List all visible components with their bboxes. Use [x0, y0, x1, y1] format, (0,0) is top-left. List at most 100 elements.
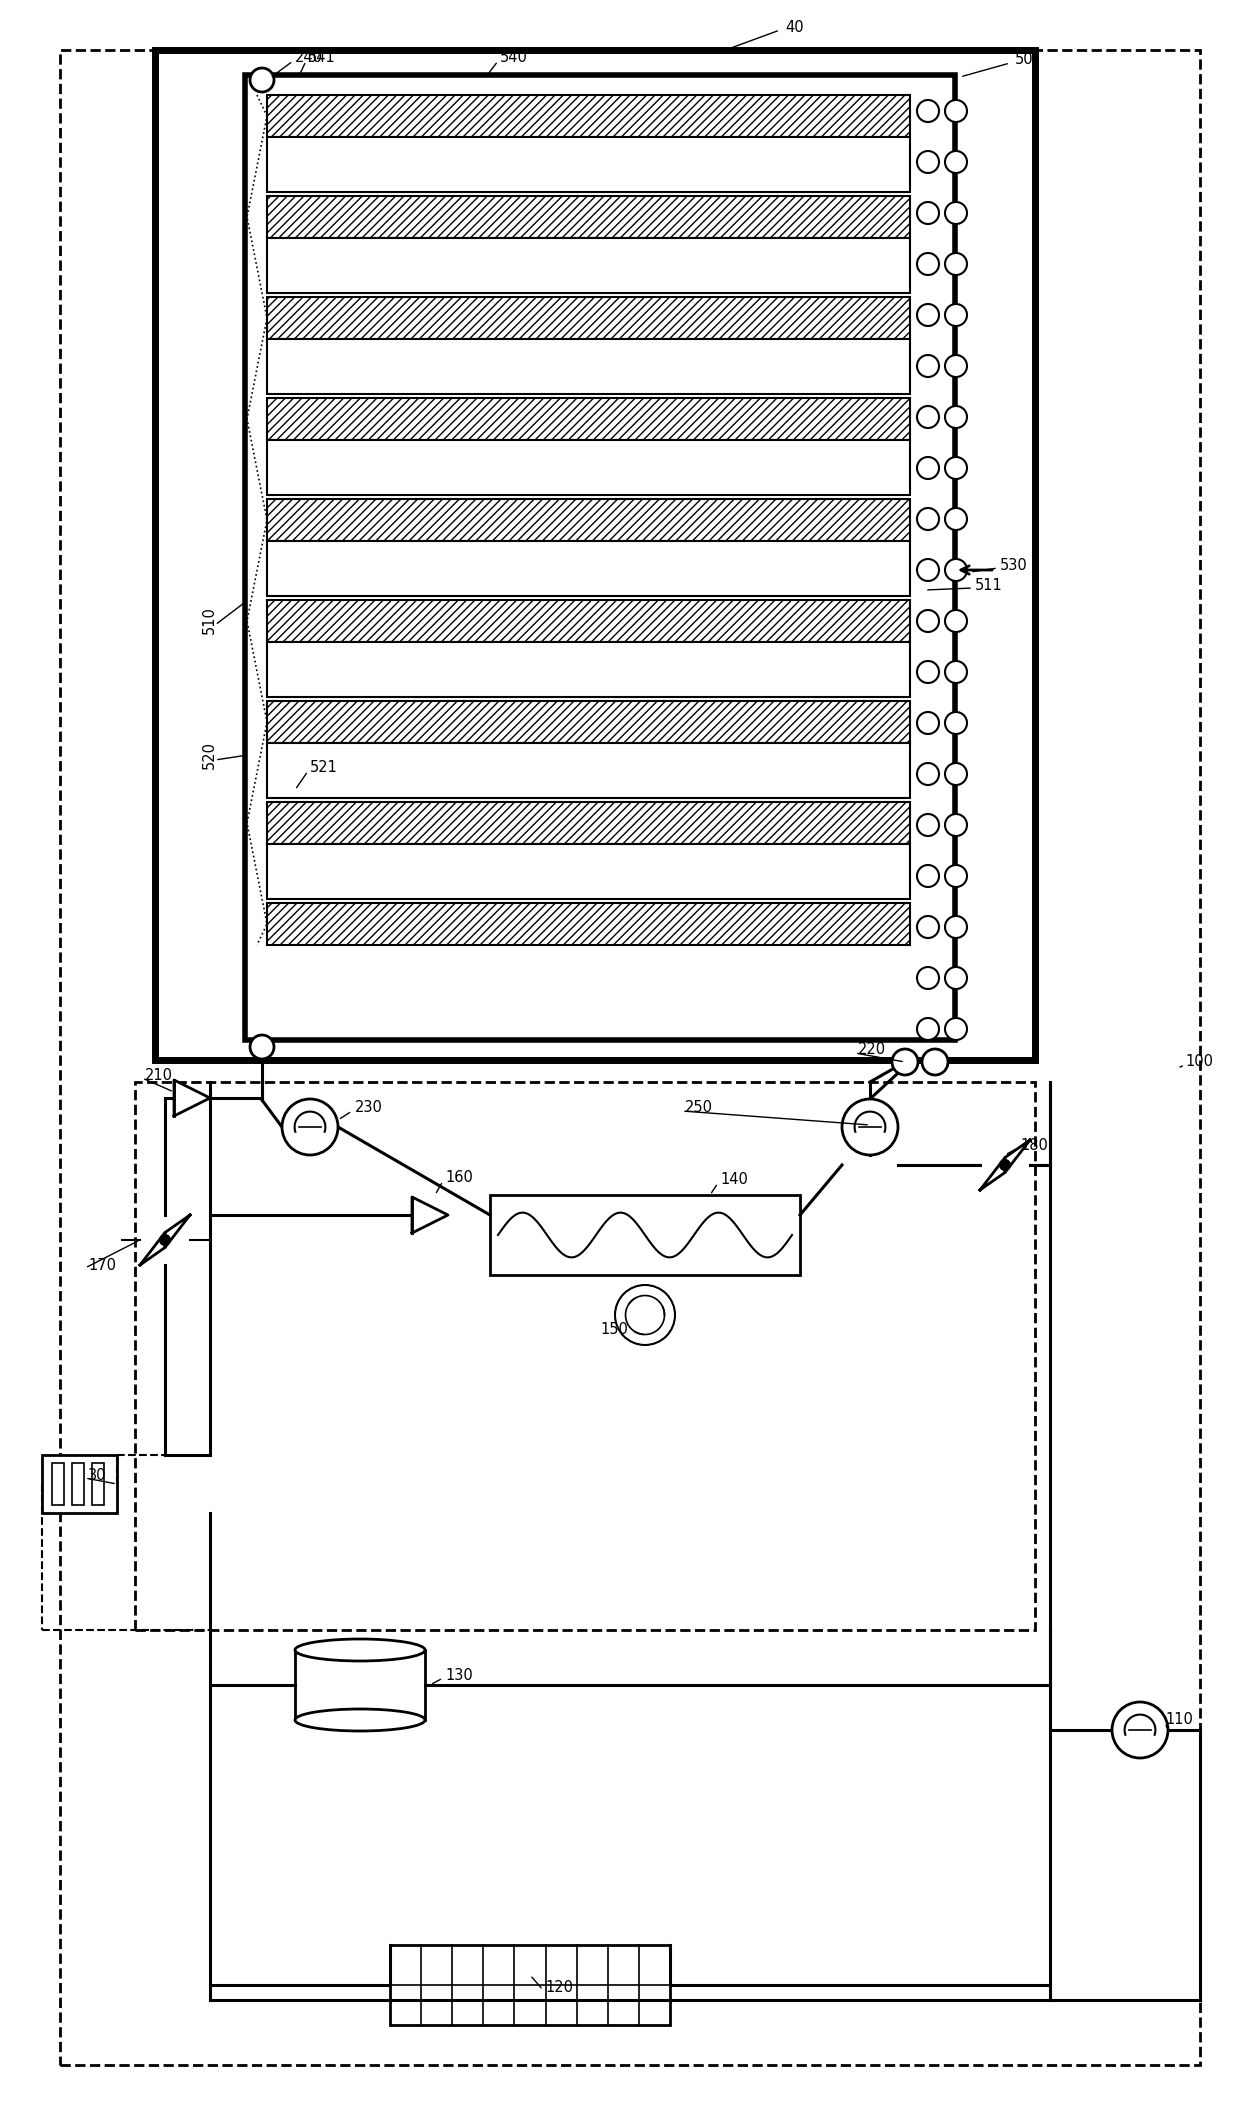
- Circle shape: [918, 559, 939, 580]
- Bar: [267, 439, 910, 494]
- Circle shape: [945, 916, 967, 937]
- Circle shape: [945, 305, 967, 326]
- Text: 520: 520: [202, 742, 217, 769]
- Bar: [267, 599, 910, 641]
- Bar: [135, 1083, 1035, 1629]
- Bar: [155, 50, 1035, 1059]
- Bar: [52, 1463, 64, 1505]
- Ellipse shape: [295, 1640, 425, 1661]
- Circle shape: [918, 866, 939, 887]
- Bar: [92, 1463, 104, 1505]
- Circle shape: [945, 355, 967, 376]
- Circle shape: [160, 1236, 170, 1244]
- Text: 510: 510: [202, 605, 217, 635]
- Circle shape: [918, 610, 939, 633]
- Bar: [267, 803, 910, 845]
- Circle shape: [918, 252, 939, 275]
- Circle shape: [945, 610, 967, 633]
- Bar: [267, 296, 910, 338]
- Bar: [267, 742, 910, 799]
- Text: 530: 530: [999, 557, 1028, 572]
- Circle shape: [945, 456, 967, 479]
- Bar: [391, 1944, 670, 2024]
- Bar: [267, 498, 910, 540]
- Text: 120: 120: [546, 1980, 573, 1995]
- Bar: [267, 904, 910, 946]
- Text: 40: 40: [785, 21, 804, 36]
- Circle shape: [945, 763, 967, 784]
- Circle shape: [945, 509, 967, 530]
- Polygon shape: [165, 1215, 190, 1246]
- Circle shape: [918, 1017, 939, 1040]
- Text: 511: 511: [975, 578, 1003, 593]
- Circle shape: [918, 763, 939, 784]
- Bar: [267, 540, 910, 597]
- Circle shape: [945, 252, 967, 275]
- Bar: [42, 1455, 117, 1513]
- Bar: [72, 1463, 84, 1505]
- Bar: [267, 238, 910, 292]
- Polygon shape: [1004, 1139, 1030, 1173]
- Text: 521: 521: [310, 761, 337, 776]
- Circle shape: [281, 1099, 339, 1154]
- Circle shape: [945, 101, 967, 122]
- Circle shape: [1112, 1703, 1168, 1757]
- Bar: [267, 137, 910, 191]
- Circle shape: [250, 67, 274, 92]
- Text: 240: 240: [295, 50, 322, 65]
- Text: 230: 230: [355, 1101, 383, 1116]
- Circle shape: [945, 1017, 967, 1040]
- Ellipse shape: [295, 1709, 425, 1732]
- Bar: [267, 641, 910, 698]
- Circle shape: [892, 1049, 918, 1074]
- Bar: [490, 1196, 800, 1276]
- Bar: [267, 700, 910, 742]
- Text: 140: 140: [720, 1173, 748, 1188]
- Polygon shape: [980, 1158, 1004, 1190]
- Polygon shape: [140, 1232, 165, 1265]
- Polygon shape: [412, 1196, 448, 1234]
- Text: 100: 100: [1185, 1055, 1213, 1070]
- Circle shape: [945, 559, 967, 580]
- Text: 130: 130: [445, 1667, 472, 1682]
- Circle shape: [918, 713, 939, 734]
- Circle shape: [918, 355, 939, 376]
- Text: 150: 150: [600, 1322, 627, 1337]
- Bar: [267, 845, 910, 900]
- Circle shape: [918, 151, 939, 172]
- Text: 30: 30: [88, 1467, 107, 1482]
- Bar: [267, 338, 910, 393]
- Circle shape: [945, 866, 967, 887]
- Circle shape: [918, 202, 939, 225]
- Bar: [295, 1650, 425, 1719]
- Circle shape: [945, 151, 967, 172]
- Circle shape: [918, 101, 939, 122]
- Text: 50: 50: [1016, 53, 1034, 67]
- Circle shape: [923, 1049, 949, 1074]
- Circle shape: [945, 813, 967, 837]
- Circle shape: [918, 406, 939, 429]
- Circle shape: [999, 1160, 1011, 1171]
- Text: 110: 110: [1166, 1713, 1193, 1728]
- Bar: [246, 76, 955, 1040]
- Bar: [267, 95, 910, 137]
- Text: 210: 210: [145, 1068, 174, 1083]
- Text: 250: 250: [684, 1101, 713, 1116]
- Text: 541: 541: [308, 50, 336, 65]
- Circle shape: [615, 1284, 675, 1345]
- Polygon shape: [174, 1080, 210, 1116]
- Circle shape: [945, 202, 967, 225]
- Circle shape: [918, 967, 939, 990]
- Circle shape: [945, 406, 967, 429]
- Text: 180: 180: [1021, 1137, 1048, 1152]
- Bar: [267, 397, 910, 439]
- Circle shape: [250, 1034, 274, 1059]
- Circle shape: [918, 305, 939, 326]
- Text: 540: 540: [500, 50, 528, 65]
- Circle shape: [918, 813, 939, 837]
- Circle shape: [842, 1099, 898, 1154]
- Text: 170: 170: [88, 1257, 117, 1272]
- Circle shape: [945, 713, 967, 734]
- Circle shape: [918, 916, 939, 937]
- Text: 220: 220: [858, 1043, 887, 1057]
